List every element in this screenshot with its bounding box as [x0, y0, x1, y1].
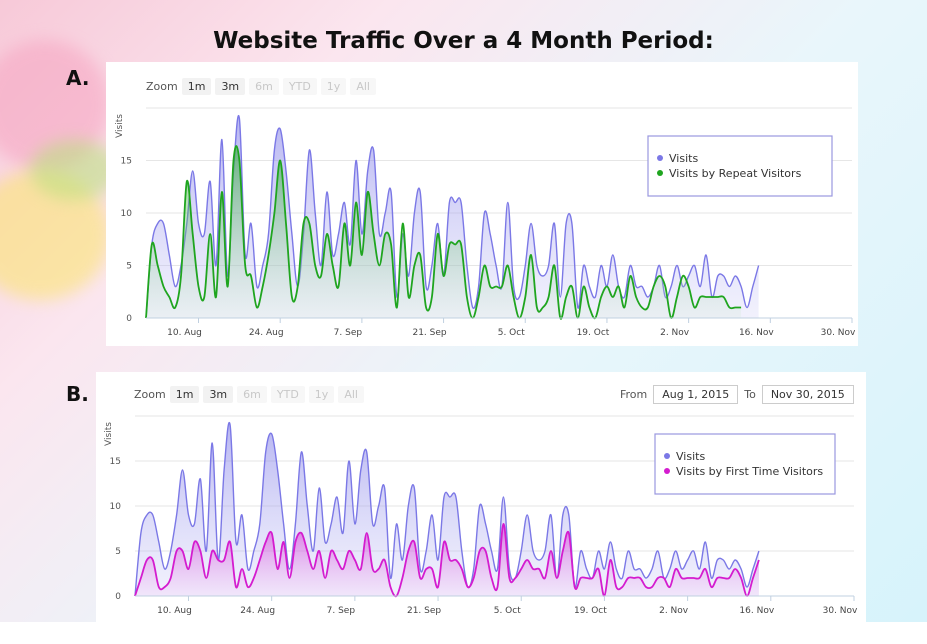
- y-axis-label: Visits: [104, 422, 114, 446]
- x-tick-label: 5. Oct: [498, 328, 525, 338]
- legend-label: Visits: [669, 152, 698, 165]
- series-line-visits: [134, 421, 760, 597]
- x-tick-label: 2. Nov: [659, 606, 689, 616]
- legend-marker: [664, 453, 670, 459]
- to-date-input[interactable]: Nov 30, 2015: [761, 385, 854, 404]
- x-tick-label: 10. Aug: [157, 606, 192, 616]
- y-tick-label: 5: [126, 262, 132, 272]
- x-tick-label: 21. Sep: [407, 606, 441, 616]
- legend-label: Visits: [676, 450, 705, 463]
- zoom-1y-button[interactable]: 1y: [308, 386, 335, 403]
- x-tick-label: 16. Nov: [739, 328, 774, 338]
- y-tick-label: 10: [121, 209, 133, 219]
- y-axis-label: Visits: [115, 114, 125, 138]
- legend-box: [654, 433, 836, 495]
- x-tick-label: 30. Nov: [821, 328, 856, 338]
- page-title: Website Traffic Over a 4 Month Period:: [213, 28, 714, 54]
- x-tick-label: 5. Oct: [494, 606, 521, 616]
- panel-a-label: A.: [66, 66, 90, 90]
- zoom-6m-button[interactable]: 6m: [237, 386, 267, 403]
- legend-marker: [664, 468, 670, 474]
- zoom-3m-button[interactable]: 3m: [203, 386, 234, 403]
- zoom-1m-button[interactable]: 1m: [181, 78, 212, 95]
- x-tick-label: 7. Sep: [334, 328, 363, 338]
- y-tick-label: 0: [115, 592, 121, 602]
- x-tick-label: 21. Sep: [412, 328, 446, 338]
- zoom-controls-a: Zoom 1m 3m 6m YTD 1y All: [146, 78, 376, 95]
- y-tick-label: 0: [126, 314, 132, 324]
- zoom-controls-b: Zoom 1m 3m 6m YTD 1y All: [134, 386, 364, 403]
- legend-marker: [657, 155, 663, 161]
- zoom-1y-button[interactable]: 1y: [320, 78, 347, 95]
- x-tick-label: 10. Aug: [167, 328, 202, 338]
- date-range-selector: From Aug 1, 2015 To Nov 30, 2015: [620, 385, 854, 404]
- y-tick-label: 15: [121, 157, 132, 167]
- page-bottom-strip: [0, 622, 927, 644]
- zoom-all-button[interactable]: All: [338, 386, 364, 403]
- chart-legend: Visits Visits by Repeat Visitors: [647, 135, 833, 197]
- zoom-3m-button[interactable]: 3m: [215, 78, 246, 95]
- x-tick-label: 2. Nov: [660, 328, 690, 338]
- from-date-input[interactable]: Aug 1, 2015: [653, 385, 739, 404]
- series-area-visits: [146, 115, 759, 318]
- y-tick-label: 5: [115, 547, 121, 557]
- x-tick-label: 19. Oct: [574, 606, 607, 616]
- chart-legend: Visits Visits by First Time Visitors: [654, 433, 836, 495]
- series-line-visits-by-repeat-visitors: [145, 145, 742, 320]
- panel-b-label: B.: [66, 382, 89, 406]
- to-label: To: [744, 388, 756, 401]
- zoom-label: Zoom: [134, 388, 166, 401]
- zoom-1m-button[interactable]: 1m: [169, 386, 200, 403]
- series-area-visits-by-repeat-visitors: [146, 146, 742, 319]
- x-tick-label: 16. Nov: [739, 606, 774, 616]
- series-line-visits-by-first-time-visitors: [134, 523, 760, 598]
- zoom-ytd-button[interactable]: YTD: [282, 78, 317, 95]
- from-label: From: [620, 388, 648, 401]
- zoom-ytd-button[interactable]: YTD: [270, 386, 305, 403]
- background-leaf-decoration: [30, 140, 120, 200]
- x-tick-label: 30. Nov: [823, 606, 858, 616]
- x-tick-label: 19. Oct: [577, 328, 610, 338]
- series-area-visits: [135, 422, 759, 596]
- y-tick-label: 15: [110, 457, 121, 467]
- legend-label: Visits by First Time Visitors: [676, 465, 823, 478]
- zoom-label: Zoom: [146, 80, 178, 93]
- x-tick-label: 24. Aug: [249, 328, 284, 338]
- zoom-6m-button[interactable]: 6m: [249, 78, 279, 95]
- zoom-all-button[interactable]: All: [350, 78, 376, 95]
- series-area-visits-by-first-time-visitors: [135, 523, 759, 597]
- legend-label: Visits by Repeat Visitors: [669, 167, 802, 180]
- y-tick-label: 10: [110, 502, 122, 512]
- x-tick-label: 7. Sep: [327, 606, 356, 616]
- legend-marker: [657, 170, 663, 176]
- x-tick-label: 24. Aug: [240, 606, 275, 616]
- legend-box: [647, 135, 833, 197]
